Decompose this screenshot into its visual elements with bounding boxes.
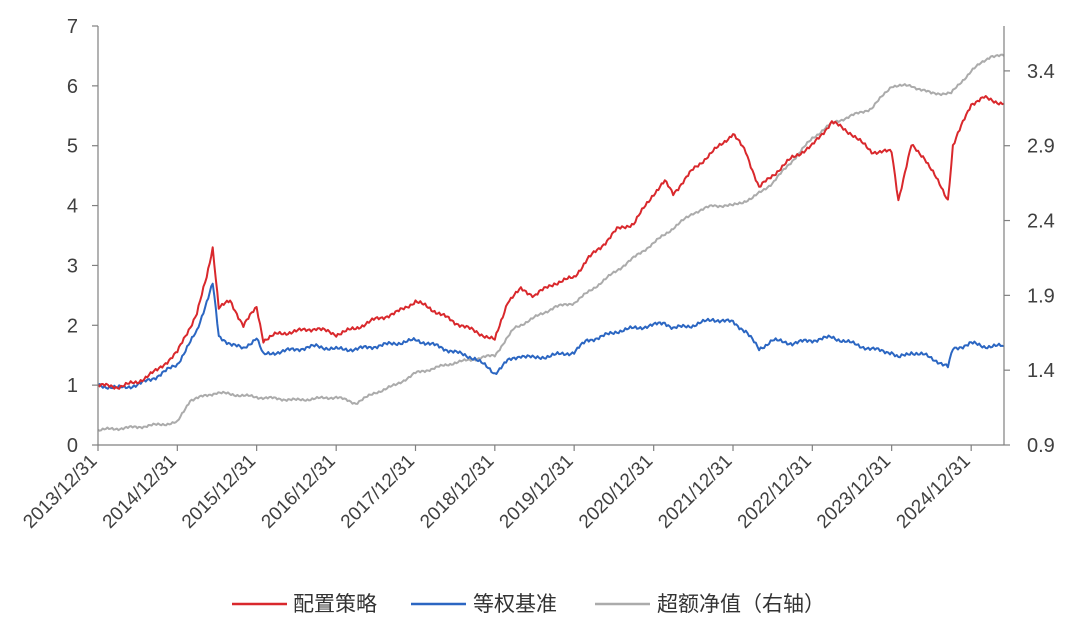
axes-layer — [97, 26, 1005, 446]
y-right-tick-label: 0.9 — [1027, 435, 1055, 457]
y-left-tick-label: 0 — [67, 435, 78, 457]
series-line-benchmark — [97, 282, 1005, 390]
y-left-tick-label: 2 — [67, 315, 78, 337]
x-tick-label: 2016/12/31 — [258, 451, 340, 533]
x-tick-label: 2014/12/31 — [99, 451, 181, 533]
legend: 配置策略 等权基准 超额净值（右轴） — [232, 593, 825, 616]
x-tick-label: 2022/12/31 — [734, 451, 816, 533]
x-tick-label: 2013/12/31 — [19, 451, 101, 533]
y-right-tick-label: 2.9 — [1027, 136, 1055, 158]
series-line-strategy — [97, 95, 1005, 390]
x-tick-label: 2017/12/31 — [337, 451, 419, 533]
x-tick-label: 2021/12/31 — [654, 451, 736, 533]
x-tick-label: 2018/12/31 — [416, 451, 498, 533]
y-left-tick-label: 5 — [67, 136, 78, 158]
x-tick-label: 2023/12/31 — [813, 451, 895, 533]
x-tick-label: 2024/12/31 — [893, 451, 975, 533]
legend-label-benchmark: 等权基准 — [473, 593, 557, 616]
y-right-tick-label: 1.9 — [1027, 285, 1055, 307]
x-tick-label: 2019/12/31 — [496, 451, 578, 533]
x-tick-label: 2020/12/31 — [575, 451, 657, 533]
series-line-excess — [97, 53, 1005, 432]
y-left-tick-label: 4 — [67, 196, 78, 218]
ticks-layer: 0 1 2 3 4 5 6 7 0.9 1.4 1.9 2.4 2.9 3.4 2013/12/312014… — [19, 16, 1054, 533]
y-left-tick-label: 6 — [67, 76, 78, 98]
y-right-tick-label: 3.4 — [1027, 61, 1055, 83]
x-tick-label: 2015/12/31 — [178, 451, 260, 533]
legend-label-excess: 超额净值（右轴） — [657, 593, 825, 616]
y-right-tick-label: 1.4 — [1027, 360, 1055, 382]
legend-label-strategy: 配置策略 — [293, 593, 377, 616]
y-left-tick-label: 3 — [67, 255, 78, 277]
series-layer — [97, 53, 1005, 432]
y-left-tick-label: 7 — [67, 16, 78, 38]
y-right-tick-label: 2.4 — [1027, 211, 1055, 233]
y-left-tick-label: 1 — [67, 375, 78, 397]
